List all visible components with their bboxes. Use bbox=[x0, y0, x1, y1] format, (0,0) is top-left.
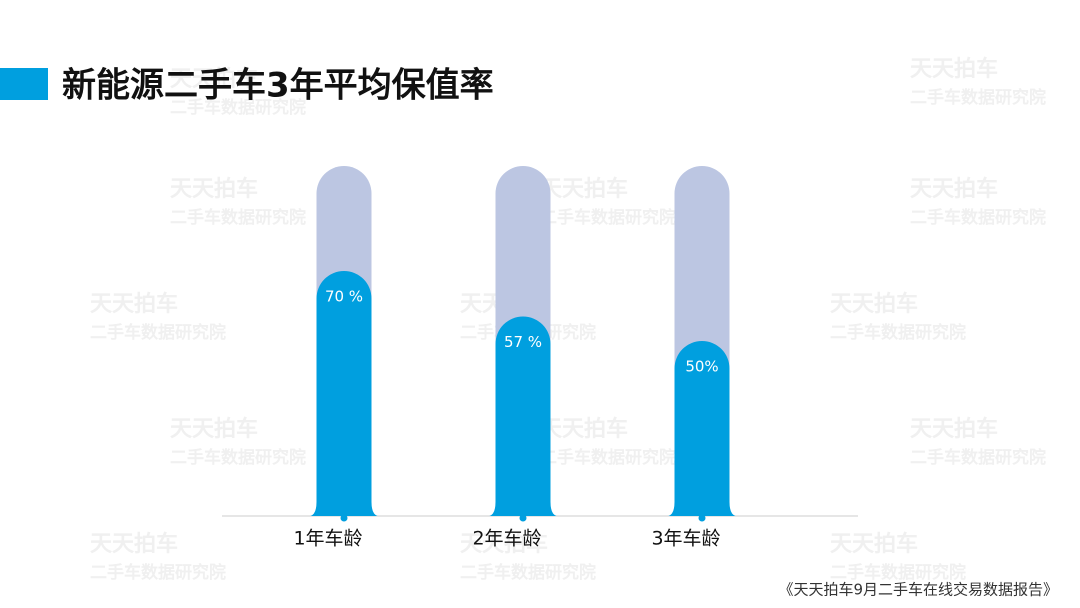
watermark-text: 天天拍车 bbox=[170, 176, 258, 202]
chart-title: 新能源二手车3年平均保值率 bbox=[62, 66, 494, 106]
watermark-text: 二手车数据研究院 bbox=[540, 447, 676, 468]
watermark-text: 天天拍车 bbox=[830, 531, 918, 557]
watermarks: 天天拍车二手车数据研究院天天拍车二手车数据研究院天天拍车二手车数据研究院天天拍车… bbox=[90, 56, 1046, 583]
watermark-text: 二手车数据研究院 bbox=[910, 207, 1046, 228]
value-label: 70 % bbox=[325, 288, 363, 306]
title-marker bbox=[0, 68, 48, 100]
x-tick-label: 3年车龄 bbox=[651, 528, 720, 550]
watermark-text: 天天拍车 bbox=[540, 176, 628, 202]
watermark-text: 二手车数据研究院 bbox=[170, 97, 306, 118]
watermark-text: 二手车数据研究院 bbox=[460, 562, 596, 583]
x-tick-dot bbox=[698, 514, 706, 522]
watermark-text: 二手车数据研究院 bbox=[90, 322, 226, 343]
watermark-text: 天天拍车 bbox=[170, 416, 258, 442]
watermark-text: 二手车数据研究院 bbox=[90, 562, 226, 583]
source-note: 《天天拍车9月二手车在线交易数据报告》 bbox=[778, 581, 1058, 599]
watermark-text: 二手车数据研究院 bbox=[540, 207, 676, 228]
watermark-text: 二手车数据研究院 bbox=[170, 207, 306, 228]
watermark-text: 天天拍车 bbox=[170, 66, 258, 92]
watermark-text: 天天拍车 bbox=[90, 291, 178, 317]
watermark-text: 二手车数据研究院 bbox=[170, 447, 306, 468]
watermark-text: 天天拍车 bbox=[910, 56, 998, 82]
watermark-text: 二手车数据研究院 bbox=[910, 447, 1046, 468]
watermark-text: 天天拍车 bbox=[460, 531, 548, 557]
value-label: 57 % bbox=[504, 333, 542, 351]
watermark-text: 天天拍车 bbox=[90, 531, 178, 557]
bar bbox=[668, 341, 736, 516]
watermark-text: 天天拍车 bbox=[540, 416, 628, 442]
watermark-text: 二手车数据研究院 bbox=[830, 322, 966, 343]
bar bbox=[489, 316, 557, 516]
bar bbox=[310, 270, 378, 516]
watermark-text: 二手车数据研究院 bbox=[830, 562, 966, 583]
x-tick-dot bbox=[340, 514, 348, 522]
x-tick-label: 1年车龄 bbox=[293, 528, 362, 550]
watermark-text: 天天拍车 bbox=[830, 291, 918, 317]
watermark-text: 天天拍车 bbox=[910, 416, 998, 442]
x-tick-dot bbox=[519, 514, 527, 522]
value-label: 50% bbox=[685, 358, 718, 376]
watermark-text: 二手车数据研究院 bbox=[910, 87, 1046, 108]
watermark-text: 天天拍车 bbox=[910, 176, 998, 202]
x-tick-label: 2年车龄 bbox=[472, 528, 541, 550]
